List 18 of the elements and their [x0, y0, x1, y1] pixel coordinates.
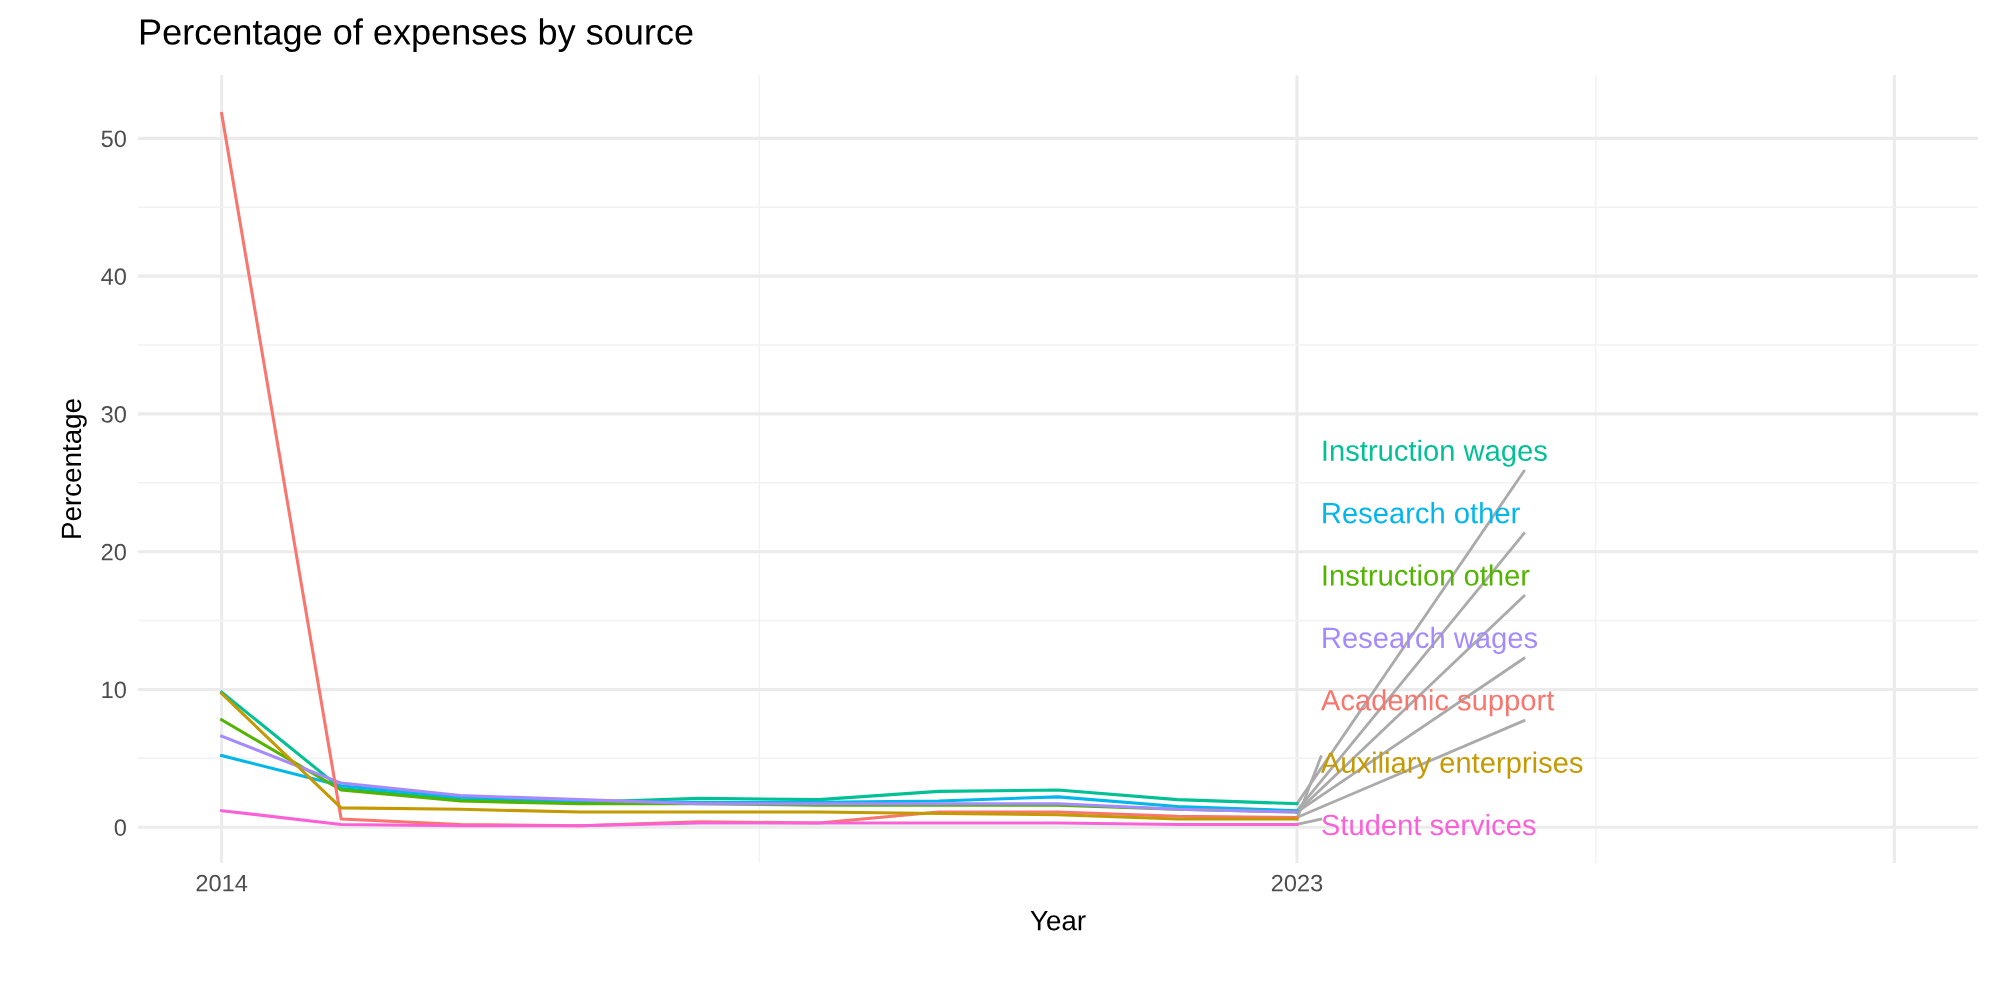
x-axis-title: Year [1030, 911, 1086, 931]
y-tick-label: 30 [101, 405, 126, 423]
x-tick-label: 2023 [1271, 874, 1323, 892]
line-series [220, 809, 1299, 828]
y-tick-label: 20 [101, 543, 126, 561]
series-label: Auxiliary enterprises [1320, 751, 1583, 779]
series-label: Student services [1322, 813, 1536, 836]
y-tick-label: 40 [101, 268, 126, 285]
y-tick-label: 0 [114, 819, 126, 836]
chart-title: Percentage of expenses by source [140, 18, 693, 52]
y-tick-label: 50 [101, 130, 126, 148]
text: Instruction other [1323, 564, 1530, 586]
y-tick-label: 10 [102, 681, 126, 699]
x-tick-label: 2014 [196, 874, 248, 892]
text: Instruction wages [1323, 439, 1547, 467]
text: Research other [1323, 502, 1520, 524]
y-axis-title: Percentage [61, 399, 87, 538]
line-series [220, 734, 1299, 814]
